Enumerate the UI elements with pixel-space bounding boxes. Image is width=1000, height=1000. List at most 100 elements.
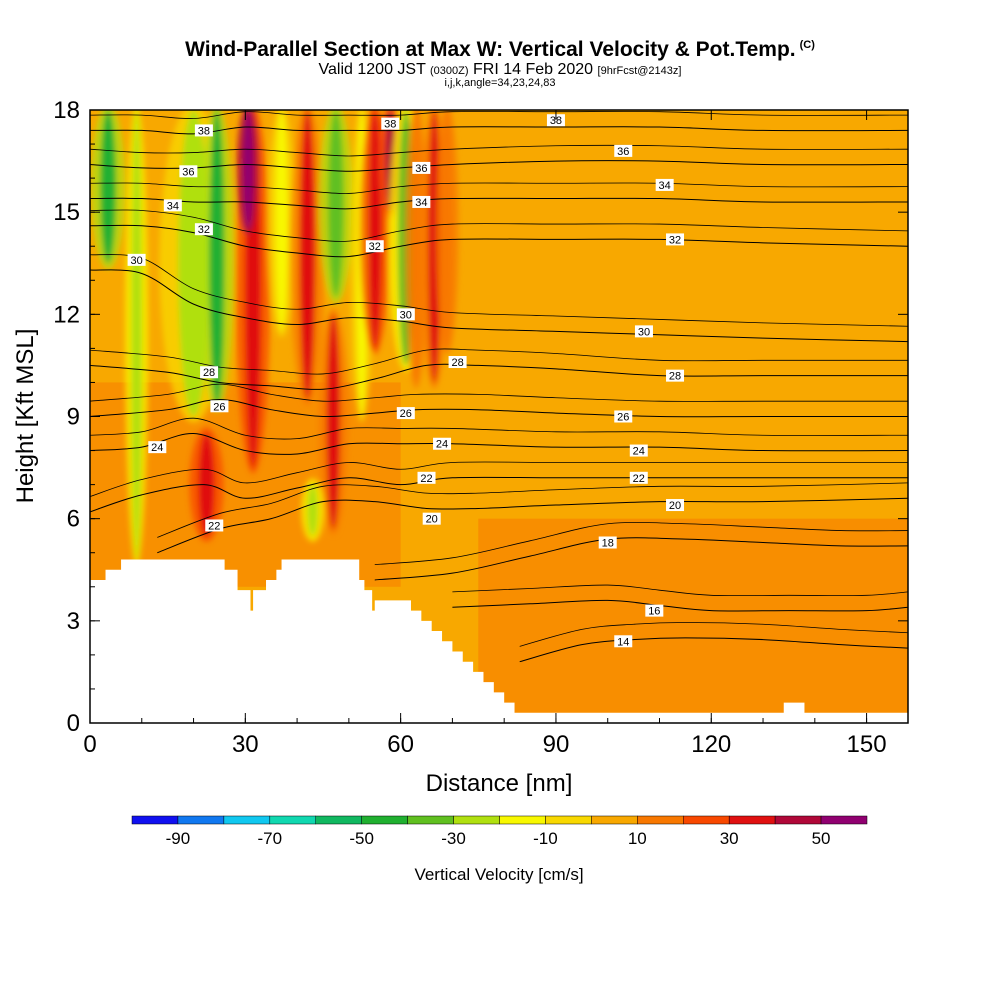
contour-label-text: 22 bbox=[633, 473, 645, 485]
x-tick-label: 90 bbox=[543, 731, 570, 758]
y-tick-label: 3 bbox=[67, 608, 80, 635]
contour-label: 26 bbox=[396, 407, 415, 420]
colorbar-swatch bbox=[407, 815, 454, 825]
contour-label: 20 bbox=[666, 499, 685, 512]
contour-label-box bbox=[629, 471, 648, 484]
contour-label-text: 32 bbox=[669, 234, 681, 246]
theta-contour-minor bbox=[90, 461, 908, 497]
contour-label-box bbox=[200, 366, 219, 379]
x-tick-label: 0 bbox=[83, 731, 96, 758]
contour-label: 22 bbox=[205, 519, 224, 532]
contour-label: 14 bbox=[614, 635, 633, 648]
contour-label: 26 bbox=[210, 400, 229, 413]
y-tick-label: 18 bbox=[53, 97, 80, 124]
chart-title: Wind-Parallel Section at Max W: Vertical… bbox=[0, 38, 1000, 62]
colorbar-swatch bbox=[269, 815, 316, 825]
updraft-band bbox=[326, 314, 341, 529]
theta-contour-minor bbox=[90, 182, 908, 194]
colorbar-swatch bbox=[223, 815, 271, 825]
theta-contour bbox=[90, 433, 908, 455]
colorbar-swatch bbox=[683, 815, 730, 825]
valid-time-utc: (0300Z) bbox=[430, 65, 469, 77]
contour-label-box bbox=[210, 400, 229, 413]
contour-label-text: 34 bbox=[167, 200, 179, 212]
theta-contour bbox=[90, 363, 908, 390]
contour-label-text: 18 bbox=[602, 538, 614, 550]
updraft-band bbox=[131, 110, 142, 560]
updraft-band bbox=[307, 484, 318, 536]
contour-label-text: 34 bbox=[415, 197, 427, 209]
updraft-band bbox=[328, 110, 344, 298]
potential-temperature-contours bbox=[90, 111, 908, 663]
contour-label-box bbox=[417, 471, 436, 484]
y-tick-label: 6 bbox=[67, 506, 80, 533]
theta-contour bbox=[90, 398, 908, 418]
contour-label-box bbox=[655, 178, 674, 191]
colorbar-tick-label: -50 bbox=[349, 829, 374, 848]
contour-label: 36 bbox=[179, 165, 198, 178]
contour-label-box bbox=[614, 144, 633, 157]
contour-label-text: 24 bbox=[633, 446, 645, 458]
contour-label-box bbox=[396, 308, 415, 321]
contour-label-box bbox=[666, 233, 685, 246]
contour-label-text: 26 bbox=[213, 401, 225, 413]
theta-contour bbox=[90, 126, 908, 135]
contour-label-text: 16 bbox=[648, 606, 660, 618]
theta-contour bbox=[519, 637, 908, 663]
contour-label-text: 30 bbox=[130, 255, 142, 267]
y-axis-label: Height [Kft MSL] bbox=[12, 329, 39, 504]
contour-label-text: 30 bbox=[400, 309, 412, 321]
colorbar-swatch bbox=[131, 815, 179, 825]
contour-label-text: 36 bbox=[617, 146, 629, 158]
contour-label: 28 bbox=[666, 369, 685, 383]
contour-label-text: 28 bbox=[451, 357, 463, 369]
contour-label-box bbox=[422, 512, 441, 525]
contour-label: 30 bbox=[396, 308, 415, 321]
contour-label-box bbox=[381, 117, 400, 130]
contour-label-box bbox=[433, 437, 452, 450]
x-tick-label: 120 bbox=[691, 731, 731, 758]
contour-label-text: 20 bbox=[669, 500, 681, 512]
colorbar-swatch bbox=[545, 815, 592, 825]
contour-label-box bbox=[194, 223, 213, 236]
contour-label: 36 bbox=[412, 161, 431, 175]
contour-label-text: 20 bbox=[426, 514, 438, 526]
updraft-band bbox=[275, 110, 288, 332]
terrain-mask bbox=[90, 559, 908, 723]
colorbar-swatch bbox=[774, 815, 822, 825]
contour-label: 36 bbox=[614, 144, 633, 158]
colorbar-swatch bbox=[453, 815, 500, 825]
contour-label-box bbox=[546, 114, 565, 127]
colorbar-swatch bbox=[637, 815, 684, 825]
colorbar-tick-label: -10 bbox=[533, 829, 558, 848]
contour-label-text: 36 bbox=[415, 163, 427, 175]
theta-contour bbox=[374, 537, 908, 581]
contour-label-text: 24 bbox=[436, 439, 448, 451]
contour-label-box bbox=[163, 199, 182, 212]
theta-contour-minor bbox=[90, 111, 908, 119]
contour-label-box bbox=[614, 410, 633, 423]
contour-label: 38 bbox=[546, 114, 565, 127]
contour-label: 16 bbox=[645, 604, 664, 618]
contour-label-box bbox=[448, 356, 467, 369]
contour-label-box bbox=[194, 124, 213, 137]
contour-label-box bbox=[127, 253, 146, 266]
colorbar: -90 -70 -50 -30 -10 10 30 50 bbox=[131, 815, 868, 848]
contour-label: 28 bbox=[448, 356, 467, 369]
contour-label-box bbox=[396, 407, 415, 420]
contour-label: 26 bbox=[614, 410, 633, 424]
contour-labels: 14 16 18 20 20 22 22 22 24 24 24 26 26 26 28 28 28 30 30 30… bbox=[127, 114, 685, 648]
contour-label-text: 26 bbox=[400, 408, 412, 420]
updraft-band bbox=[242, 110, 254, 230]
contour-label: 24 bbox=[629, 444, 648, 458]
contour-label: 18 bbox=[598, 536, 617, 550]
colorbar-tick-label: 10 bbox=[628, 829, 647, 848]
theta-contour bbox=[452, 599, 908, 612]
theta-contour-minor bbox=[90, 348, 908, 375]
valid-time: Valid 1200 JST bbox=[318, 61, 426, 78]
theta-contour bbox=[90, 269, 908, 343]
theta-contour-minor bbox=[90, 254, 908, 327]
contour-label: 32 bbox=[666, 233, 685, 246]
field-lower-band bbox=[478, 518, 908, 723]
